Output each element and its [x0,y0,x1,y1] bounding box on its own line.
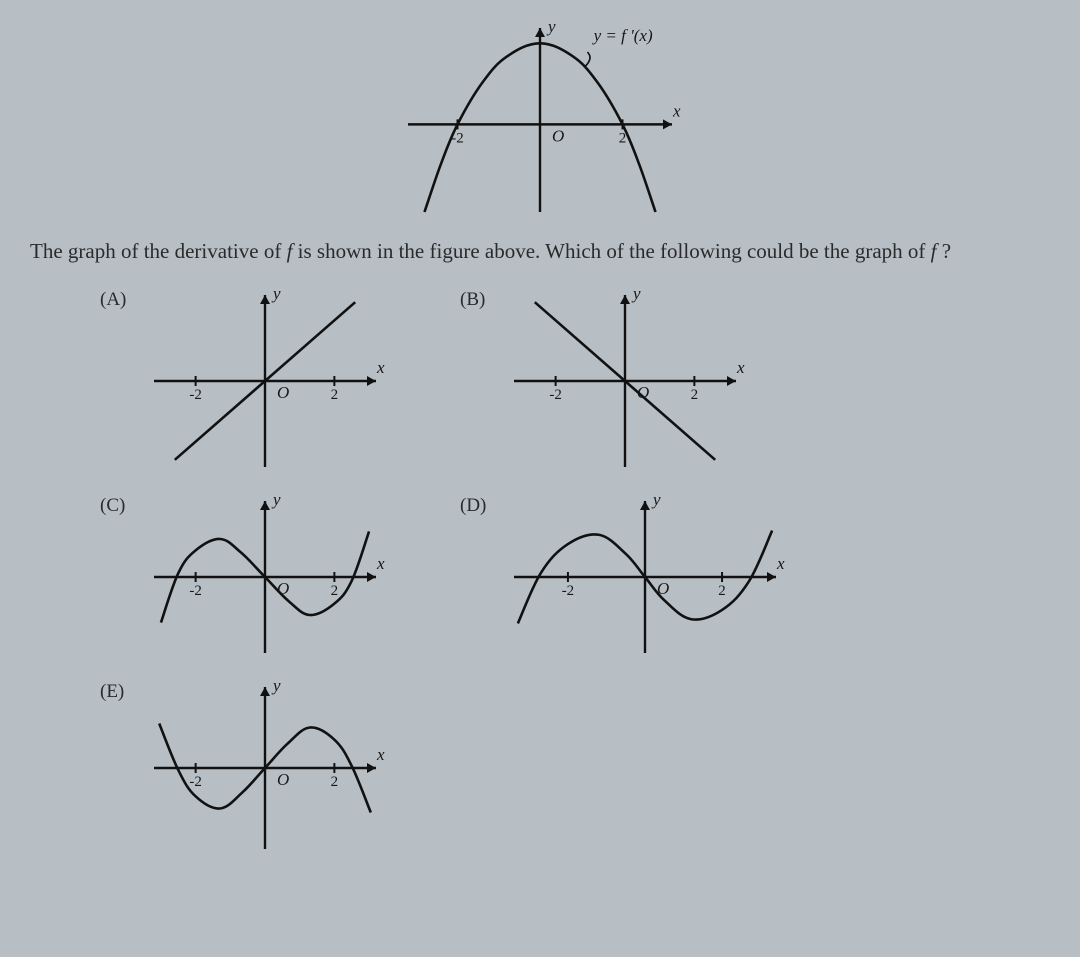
option-d: (D) -22Oxy [460,487,820,667]
option-e: (E) -2 2 Ox y [100,673,460,863]
svg-text:y: y [271,490,281,509]
option-d-graph: -22Oxy [500,487,790,667]
option-b-label: (B) [460,281,500,311]
svg-text:O: O [552,126,564,145]
option-a: (A) -2 2 Ox y [100,281,460,481]
option-row-3: (E) -2 2 Ox y [100,673,1050,863]
svg-text:-2: -2 [549,387,562,403]
svg-text:x: x [736,358,745,377]
svg-text:-2: -2 [189,583,202,599]
question-text: The graph of the derivative of f is show… [30,238,1050,265]
svg-text:x: x [776,554,785,573]
svg-text:x: x [672,101,681,120]
q-part3: ? [936,239,951,263]
svg-text:2: 2 [331,774,339,790]
svg-text:2: 2 [691,387,699,403]
option-a-label: (A) [100,281,140,311]
option-e-label: (E) [100,673,140,703]
option-b: (B) -22Oxy [460,281,820,481]
svg-text:y: y [546,17,556,36]
svg-text:-2: -2 [189,774,202,790]
svg-text:y: y [271,676,281,695]
svg-text:-2: -2 [562,583,575,599]
svg-text:y = f '(x): y = f '(x) [592,26,653,45]
svg-text:y: y [651,490,661,509]
page: -2 2 Ox y y = f '(x) The graph of the deriva… [0,0,1080,957]
option-b-graph: -22Oxy [500,281,750,481]
svg-text:x: x [376,554,385,573]
option-c: (C) -22Oxy [100,487,460,667]
q-part2: is shown in the figure above. Which of t… [292,239,930,263]
option-a-graph: -2 2 Ox y [140,281,390,481]
svg-text:x: x [376,358,385,377]
q-part1: The graph of the derivative of [30,239,287,263]
svg-text:O: O [277,770,289,789]
svg-text:O: O [277,383,289,402]
svg-text:2: 2 [718,583,726,599]
derivative-graph: -22Oxyy = f '(x) [390,10,690,230]
answer-options: (A) -2 2 Ox y (B) -2 2 Ox y (C) -2 2 Ox y (D) -2 2… [100,281,1050,863]
option-c-label: (C) [100,487,140,517]
svg-text:-2: -2 [189,387,202,403]
main-figure: -22Oxyy = f '(x) [390,10,690,230]
svg-text:y: y [631,284,641,303]
option-d-label: (D) [460,487,500,517]
option-row-2: (C) -22Oxy (D) -22Oxy [100,487,1050,667]
svg-text:2: 2 [331,387,339,403]
option-c-graph: -22Oxy [140,487,390,667]
svg-text:x: x [376,745,385,764]
option-row-1: (A) -2 2 Ox y (B) -2 2 Ox y [100,281,1050,481]
svg-text:2: 2 [331,583,339,599]
option-e-graph: -2 2 Ox y [140,673,390,863]
svg-text:y: y [271,284,281,303]
